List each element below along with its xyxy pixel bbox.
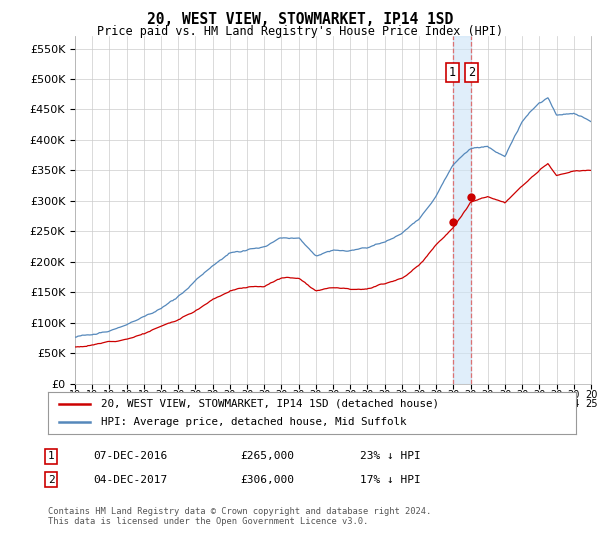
Text: 1: 1 (47, 451, 55, 461)
Text: £306,000: £306,000 (240, 475, 294, 485)
Text: 07-DEC-2016: 07-DEC-2016 (93, 451, 167, 461)
Text: HPI: Average price, detached house, Mid Suffolk: HPI: Average price, detached house, Mid … (101, 417, 406, 427)
Text: £265,000: £265,000 (240, 451, 294, 461)
Text: 2: 2 (47, 475, 55, 485)
Text: 17% ↓ HPI: 17% ↓ HPI (360, 475, 421, 485)
Bar (454, 36, 470, 384)
Text: 20, WEST VIEW, STOWMARKET, IP14 1SD (detached house): 20, WEST VIEW, STOWMARKET, IP14 1SD (det… (101, 399, 439, 409)
Text: Price paid vs. HM Land Registry's House Price Index (HPI): Price paid vs. HM Land Registry's House … (97, 25, 503, 38)
Text: 1: 1 (448, 67, 455, 80)
Text: Contains HM Land Registry data © Crown copyright and database right 2024.
This d: Contains HM Land Registry data © Crown c… (48, 507, 431, 526)
Text: 23% ↓ HPI: 23% ↓ HPI (360, 451, 421, 461)
Text: 2: 2 (469, 67, 476, 80)
Text: 20, WEST VIEW, STOWMARKET, IP14 1SD: 20, WEST VIEW, STOWMARKET, IP14 1SD (147, 12, 453, 27)
Text: 04-DEC-2017: 04-DEC-2017 (93, 475, 167, 485)
